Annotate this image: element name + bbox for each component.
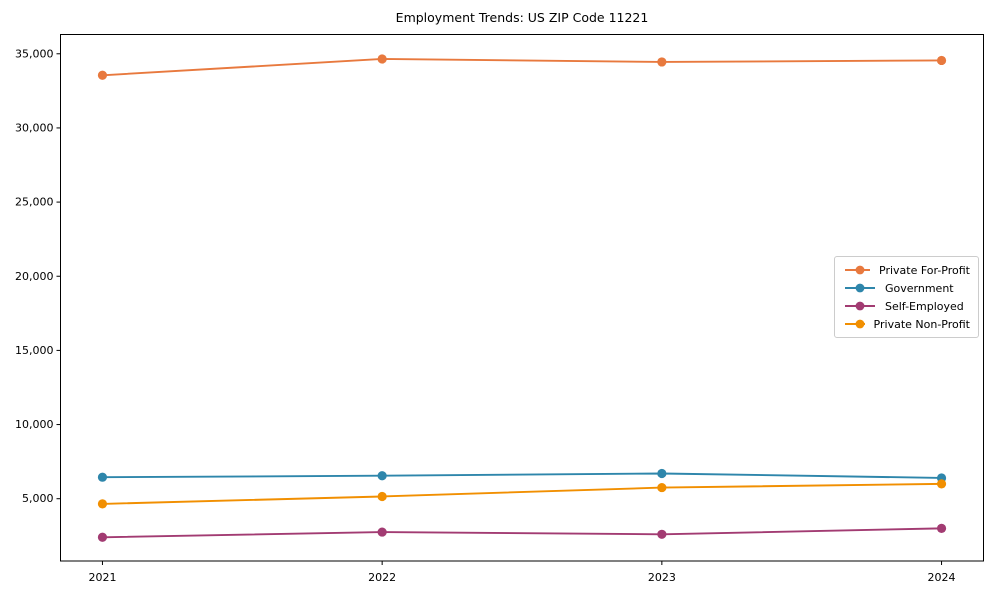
- legend-marker: [845, 283, 875, 293]
- y-tick-label: 15,000: [15, 344, 54, 357]
- x-tick-label: 2024: [928, 571, 956, 584]
- series-line: [101, 58, 943, 77]
- legend-marker: [845, 319, 865, 329]
- data-point: [657, 482, 667, 493]
- y-tick-label: 10,000: [15, 418, 54, 431]
- legend-label: Government: [885, 281, 954, 295]
- y-tick-label: 5,000: [22, 492, 54, 505]
- chart-title: Employment Trends: US ZIP Code 11221: [395, 10, 649, 25]
- data-point: [97, 532, 108, 542]
- legend-dot: [855, 319, 865, 329]
- legend-label: Self-Employed: [885, 299, 964, 313]
- data-point: [936, 55, 947, 66]
- x-tick-label: 2022: [368, 571, 396, 584]
- legend-marker: [845, 301, 875, 311]
- data-point: [97, 472, 108, 482]
- y-tick-label: 20,000: [15, 270, 54, 283]
- data-point: [657, 529, 667, 539]
- axes-spines: [60, 34, 984, 562]
- chart-legend: Private For-Profit Government Self-Employe…: [834, 256, 979, 338]
- y-tick-label: 35,000: [15, 47, 54, 60]
- series-line: [101, 482, 943, 505]
- legend-marker: [845, 265, 870, 275]
- data-point: [657, 57, 667, 67]
- legend-item: Government: [844, 279, 970, 297]
- data-point: [936, 479, 947, 489]
- series-line: [101, 472, 943, 479]
- legend-item: Self-Employed: [844, 297, 970, 315]
- data-point: [377, 471, 387, 481]
- data-point: [377, 54, 387, 64]
- legend-dot: [855, 301, 865, 311]
- x-tick-label: 2023: [648, 571, 676, 584]
- legend-dot: [855, 283, 865, 293]
- legend-item: Private For-Profit: [844, 261, 970, 279]
- legend-label: Private Non-Profit: [873, 317, 970, 331]
- data-point: [97, 70, 108, 80]
- data-point: [936, 523, 947, 533]
- data-point: [377, 491, 387, 502]
- legend-label: Private For-Profit: [879, 263, 970, 277]
- data-point: [377, 527, 387, 537]
- y-tick-label: 25,000: [15, 196, 54, 209]
- data-point: [97, 499, 108, 509]
- x-tick-label: 2021: [88, 571, 116, 584]
- y-tick-label: 30,000: [15, 121, 54, 134]
- series-line: [101, 527, 943, 539]
- data-point: [657, 468, 667, 479]
- legend-dot: [855, 265, 865, 275]
- legend-item: Private Non-Profit: [844, 315, 970, 333]
